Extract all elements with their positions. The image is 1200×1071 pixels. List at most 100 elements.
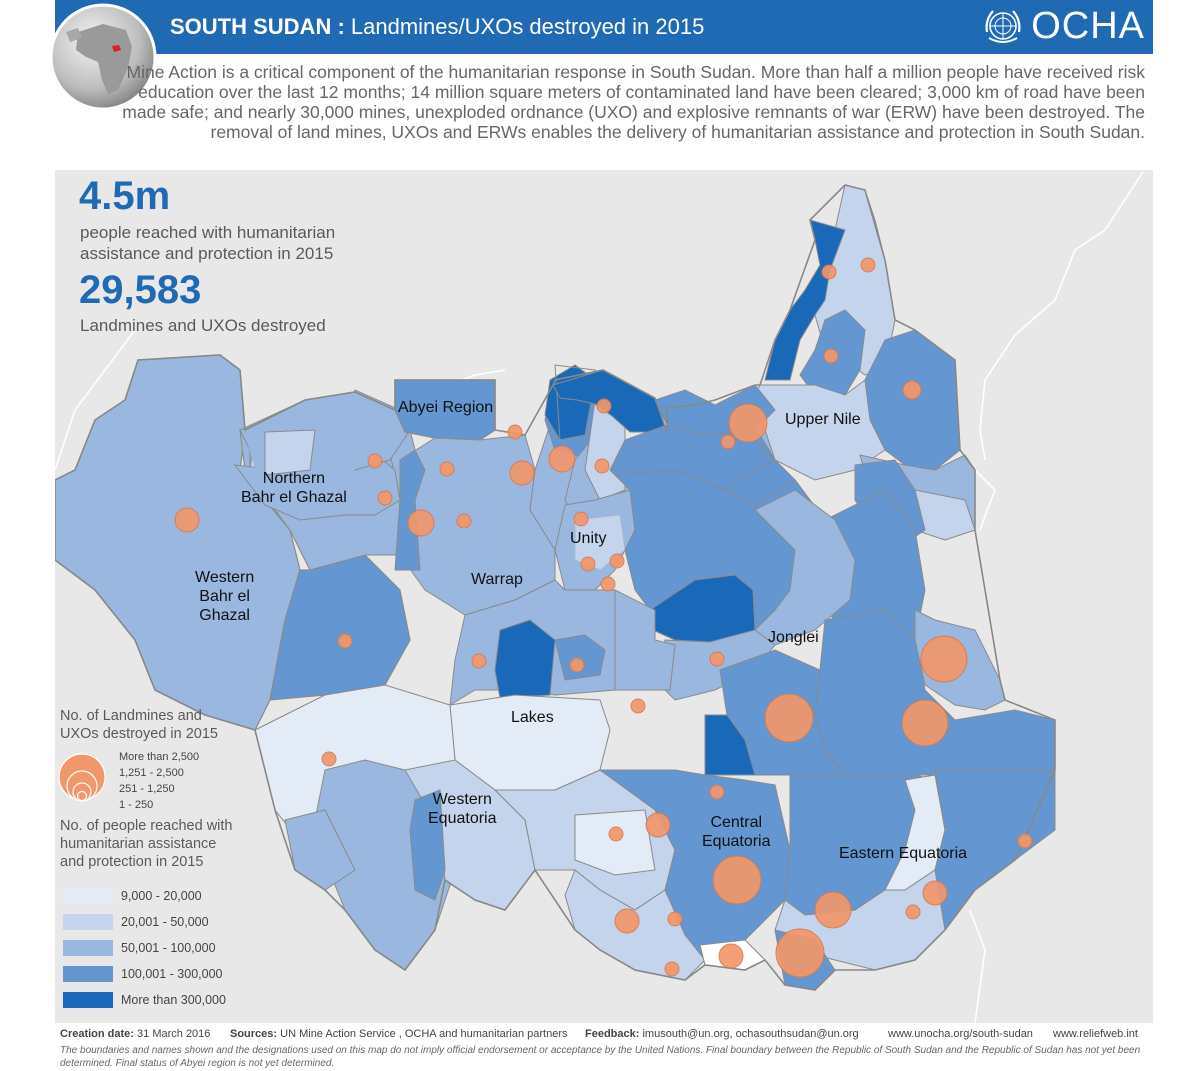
region-label-central-equatoria: Central Equatoria <box>702 813 771 851</box>
legend-size-title-line1: No. of Landmines and <box>60 708 202 724</box>
circle-ce-1 <box>709 784 725 800</box>
footer-feedback: Feedback: imusouth@un.org, ochasouthsuda… <box>585 1028 859 1040</box>
stat-people-text: people reached with humanitarian assista… <box>80 222 335 264</box>
stat-people-text-line2: assistance and protection in 2015 <box>80 244 334 263</box>
page-title: SOUTH SUDAN : Landmines/UXOs destroyed i… <box>170 14 704 40</box>
circle-upper-nile-5 <box>728 403 768 443</box>
legend-color-swatch-1 <box>63 888 113 904</box>
circle-nbeg-3 <box>407 509 435 537</box>
legend-color-swatch-2 <box>63 914 113 930</box>
region-label-unity-line1: Unity <box>570 530 607 547</box>
region-label-northern-bahr-el-ghazal: Northern Bahr el Ghazal <box>241 469 347 507</box>
legend-color-title-line1: No. of people reached with <box>60 818 233 834</box>
footer-link-reliefweb[interactable]: www.reliefweb.int <box>1053 1028 1138 1040</box>
legend-color-swatch-4 <box>63 966 113 982</box>
circle-nbeg-1 <box>367 453 383 469</box>
region-label-warrap: Warrap <box>471 570 523 589</box>
circle-abyei <box>507 424 523 440</box>
legend-color-label-3: 50,001 - 100,000 <box>121 941 216 955</box>
footer-link-unocha[interactable]: www.unocha.org/south-sudan <box>888 1028 1033 1040</box>
circle-unity-7 <box>600 576 616 592</box>
footer-sources-label: Sources: <box>230 1028 278 1040</box>
legend-size-class-2: 1,251 - 2,500 <box>119 767 184 779</box>
circle-upper-nile-1 <box>821 264 837 280</box>
circle-ee-2 <box>922 880 948 906</box>
footer-sources-value: UN Mine Action Service , OCHA and humani… <box>280 1028 568 1040</box>
circle-lakes-2 <box>569 657 585 673</box>
region-label-wbeg-line1: Western <box>195 569 255 586</box>
region-label-jonglei-line1: Jonglei <box>768 629 819 646</box>
region-label-lakes: Lakes <box>511 708 554 727</box>
circle-wbeg-south <box>337 633 353 649</box>
title-subtitle: Landmines/UXOs destroyed in 2015 <box>350 14 705 39</box>
circle-ce-2 <box>645 812 671 838</box>
legend-size-title-line2: UXOs destroyed in 2015 <box>60 726 218 742</box>
circle-jonglei-2 <box>920 635 968 683</box>
circle-ce-7 <box>718 943 744 969</box>
circle-lakes-3 <box>630 698 646 714</box>
region-label-upper-nile-line1: Upper Nile <box>785 411 861 428</box>
circle-ee-1 <box>1017 833 1033 849</box>
circle-unity-2 <box>596 398 612 414</box>
circle-jonglei-3 <box>764 693 814 743</box>
legend-color-swatch-3 <box>63 940 113 956</box>
circle-warrap-2 <box>439 461 455 477</box>
footer-creation-value: 31 March 2016 <box>137 1028 211 1040</box>
circle-ee-3 <box>814 891 852 929</box>
legend-size-class-1: More than 2,500 <box>119 751 200 763</box>
stat-people-value: 4.5m <box>79 174 171 218</box>
region-label-warrap-line1: Warrap <box>471 571 523 588</box>
region-label-ce-line2: Equatoria <box>702 833 771 850</box>
map-canvas <box>55 171 1144 1023</box>
legend-color-title: No. of people reached with humanitarian … <box>60 817 233 871</box>
circle-ee-4 <box>905 904 921 920</box>
circle-we-1 <box>321 751 337 767</box>
intro-paragraph: Mine Action is a critical component of t… <box>122 62 1145 142</box>
stat-mines-text: Landmines and UXOs destroyed <box>80 316 326 335</box>
mine-circles-layer <box>174 257 1033 978</box>
header-bar: SOUTH SUDAN : Landmines/UXOs destroyed i… <box>55 0 1153 54</box>
legend-color-label-5: More than 300,000 <box>121 993 226 1007</box>
region-label-wbeg-line3: Ghazal <box>199 607 250 624</box>
region-label-wbeg-line2: Bahr el <box>199 588 250 605</box>
circle-western-bahr-el-ghazal <box>174 507 200 533</box>
circle-ce-3 <box>608 826 624 842</box>
circle-ce-4 <box>712 855 762 905</box>
legend-size-class-3: 251 - 1,250 <box>119 783 175 795</box>
legend-size-circles <box>58 753 106 802</box>
ocha-logo-text: OCHA <box>1031 4 1145 47</box>
title-country: SOUTH SUDAN <box>170 14 332 39</box>
footer-creation: Creation date: 31 March 2016 <box>60 1028 210 1040</box>
circle-unity-3 <box>594 458 610 474</box>
region-label-eastern-equatoria: Eastern Equatoria <box>839 844 967 863</box>
ocha-logo: OCHA <box>981 4 1145 48</box>
circle-upper-nile-6 <box>720 434 736 450</box>
circle-nbeg-2 <box>377 490 393 506</box>
region-label-nbeg-line2: Bahr el Ghazal <box>241 489 347 506</box>
region-label-ce-line1: Central <box>710 814 763 831</box>
circle-ce-8 <box>664 961 680 977</box>
region-label-we-line2: Equatoria <box>428 810 497 827</box>
legend-color-title-line3: and protection in 2015 <box>60 854 204 870</box>
region-label-upper-nile: Upper Nile <box>785 410 861 429</box>
legend-color-label-1: 9,000 - 20,000 <box>121 889 202 903</box>
footer-feedback-label: Feedback: <box>585 1028 640 1040</box>
footer-disclaimer: The boundaries and names shown and the d… <box>60 1045 1141 1069</box>
circle-unity-6 <box>609 553 625 569</box>
circle-upper-nile-4 <box>902 380 922 400</box>
un-emblem-icon <box>985 10 1021 43</box>
region-label-abyei-line1: Abyei Region <box>398 399 494 416</box>
title-separator: : <box>331 14 351 39</box>
legend-size-class-4: 1 - 250 <box>119 799 154 811</box>
circle-ee-5 <box>775 928 825 978</box>
circle-unity-5 <box>580 556 596 572</box>
footer-sources: Sources: UN Mine Action Service , OCHA a… <box>230 1028 568 1040</box>
legend-color-title-line2: humanitarian assistance <box>60 836 217 852</box>
region-label-unity: Unity <box>570 529 606 548</box>
region-label-western-equatoria: Western Equatoria <box>428 790 497 828</box>
circle-jonglei-4 <box>901 699 949 747</box>
stat-mines-value: 29,583 <box>79 268 202 312</box>
footer-feedback-value: imusouth@un.org, ochasouthsudan@un.org <box>642 1028 859 1040</box>
footer-creation-label: Creation date: <box>60 1028 134 1040</box>
legend-color-label-2: 20,001 - 50,000 <box>121 915 209 929</box>
